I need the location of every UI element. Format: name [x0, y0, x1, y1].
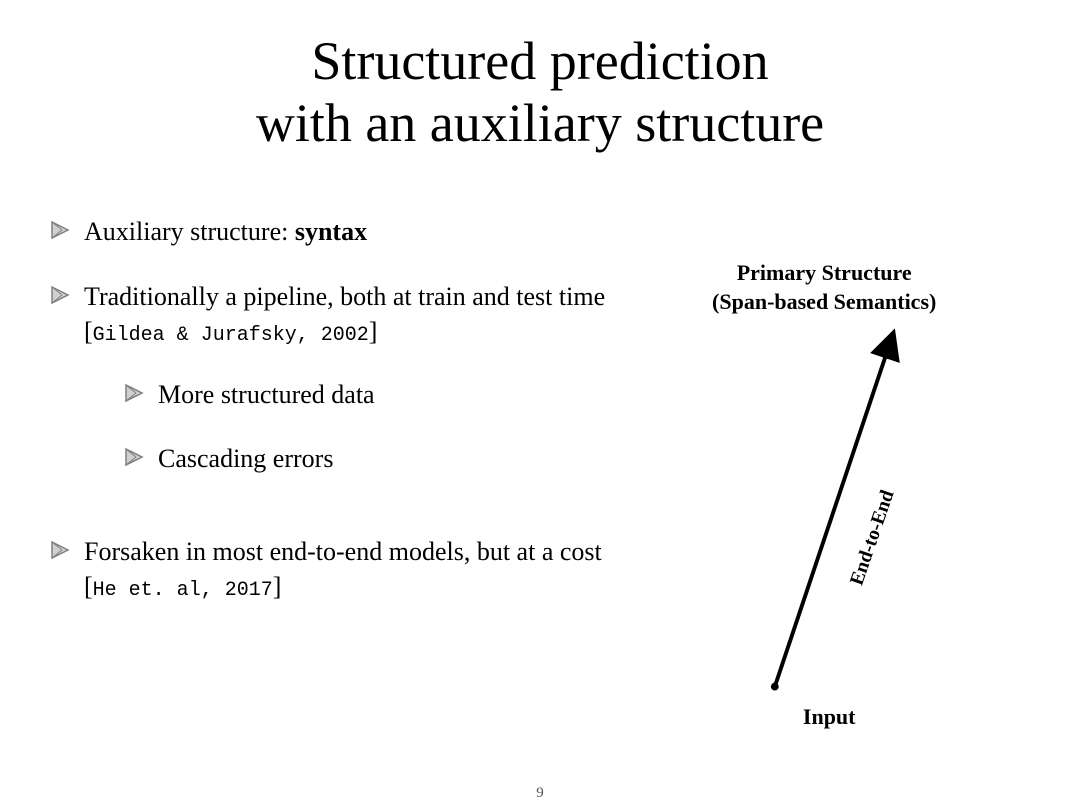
- triangle-bullet-icon: [50, 220, 70, 240]
- sub-bullet-item: More structured data: [124, 377, 608, 412]
- triangle-bullet-icon: [50, 540, 70, 560]
- bullet-item: Traditionally a pipeline, both at train …: [50, 279, 608, 503]
- slide-title: Structured prediction with an auxiliary …: [50, 30, 1030, 154]
- slide: Structured prediction with an auxiliary …: [0, 0, 1080, 810]
- bullet-text: Auxiliary structure: syntax: [84, 214, 608, 249]
- page-number: 9: [0, 785, 1080, 802]
- triangle-bullet-icon: [124, 447, 144, 467]
- title-line-1: Structured prediction: [311, 31, 768, 91]
- title-line-2: with an auxiliary structure: [256, 93, 824, 153]
- bullet-text: Traditionally a pipeline, both at train …: [84, 279, 608, 503]
- arrow-origin-dot: [771, 683, 779, 691]
- bullet-column: Auxiliary structure: syntax Traditionall…: [50, 214, 618, 634]
- bullet-list: Auxiliary structure: syntax Traditionall…: [50, 214, 608, 604]
- sub-bullet-item: Cascading errors: [124, 441, 608, 476]
- bullet-text: Forsaken in most end-to-end models, but …: [84, 534, 608, 604]
- bullet-item: Auxiliary structure: syntax: [50, 214, 608, 249]
- diagram-column: Primary Structure (Span-based Semantics)…: [618, 214, 1030, 634]
- diagram-top-label: Primary Structure (Span-based Semantics): [618, 259, 1030, 316]
- bullet-item: Forsaken in most end-to-end models, but …: [50, 534, 608, 604]
- triangle-bullet-icon: [124, 383, 144, 403]
- diagram-bottom-label: Input: [618, 704, 1030, 730]
- triangle-bullet-icon: [50, 285, 70, 305]
- sub-bullet-text: Cascading errors: [158, 441, 333, 476]
- sub-bullet-list: More structured data Cascading errors: [124, 377, 608, 475]
- arrow-label: End-to-End: [847, 488, 899, 589]
- arrow-diagram: End-to-End: [618, 324, 1030, 704]
- sub-bullet-text: More structured data: [158, 377, 375, 412]
- content-row: Auxiliary structure: syntax Traditionall…: [50, 214, 1030, 634]
